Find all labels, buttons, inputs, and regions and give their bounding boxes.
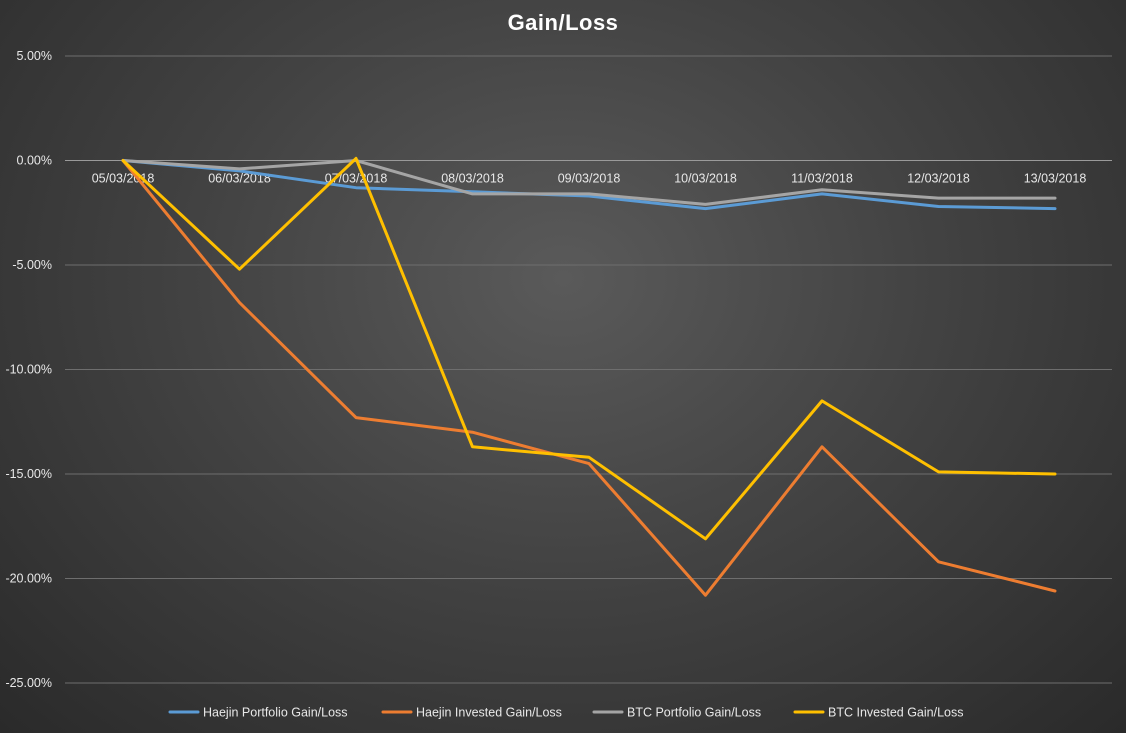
x-tick-label: 13/03/2018 [1024, 172, 1087, 186]
x-tick-label: 11/03/2018 [791, 172, 853, 186]
y-tick-label: 0.00% [17, 154, 52, 168]
legend-label: BTC Invested Gain/Loss [828, 706, 963, 720]
x-tick-label: 08/03/2018 [441, 172, 504, 186]
x-tick-label: 12/03/2018 [907, 172, 970, 186]
x-tick-label: 05/03/2018 [92, 172, 155, 186]
legend-label: BTC Portfolio Gain/Loss [627, 706, 761, 720]
y-tick-label: -5.00% [12, 258, 52, 272]
x-tick-label: 10/03/2018 [674, 172, 737, 186]
y-tick-label: 5.00% [17, 49, 52, 63]
legend-label: Haejin Portfolio Gain/Loss [203, 706, 348, 720]
legend-label: Haejin Invested Gain/Loss [416, 706, 562, 720]
y-tick-label: -10.00% [5, 363, 52, 377]
x-tick-label: 09/03/2018 [558, 172, 621, 186]
series-line-2 [121, 159, 1057, 597]
chart-title: Gain/Loss [507, 10, 619, 35]
y-tick-label: -25.00% [5, 676, 52, 690]
y-tick-label: -15.00% [5, 467, 52, 481]
y-tick-label: -20.00% [5, 572, 52, 586]
x-tick-label: 06/03/2018 [208, 172, 271, 186]
series-line-4 [121, 156, 1057, 541]
